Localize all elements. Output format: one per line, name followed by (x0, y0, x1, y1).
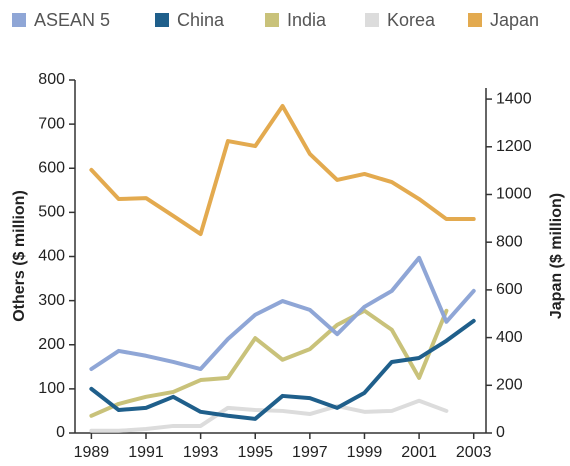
y2-tick-label: 0 (496, 424, 505, 441)
series-line (89, 103, 476, 237)
y-tick-label: 100 (38, 380, 65, 397)
y-axis-label: Others ($ million) (11, 190, 28, 322)
y-tick-label: 600 (38, 159, 65, 176)
y-tick-label: 800 (38, 71, 65, 88)
y-tick-label: 0 (56, 424, 65, 441)
y-tick-label: 400 (38, 248, 65, 265)
x-tick-label: 2001 (401, 444, 437, 461)
x-tick-label: 2003 (456, 444, 492, 461)
x-tick-label: 1999 (347, 444, 383, 461)
series-line (89, 255, 476, 372)
y2-tick-label: 800 (496, 233, 523, 250)
y2-tick-label: 400 (496, 329, 523, 346)
legend-swatch (468, 13, 482, 27)
y-tick-label: 500 (38, 204, 65, 221)
x-tick-label: 1989 (74, 444, 110, 461)
legend-label: ASEAN 5 (34, 10, 110, 30)
y2-tick-label: 200 (496, 377, 523, 394)
y-tick-label: 700 (38, 115, 65, 132)
x-tick-label: 1995 (237, 444, 273, 461)
x-tick-label: 1993 (183, 444, 219, 461)
series-line (89, 398, 449, 433)
y2-tick-label: 600 (496, 281, 523, 298)
legend-label: Korea (387, 10, 436, 30)
y2-axis-label: Japan ($ million) (548, 193, 565, 319)
series-line (89, 308, 449, 418)
legend-label: China (177, 10, 225, 30)
legend-swatch (365, 13, 379, 27)
y-tick-label: 300 (38, 292, 65, 309)
y2-tick-label: 1000 (496, 186, 532, 203)
legend-label: India (287, 10, 327, 30)
y2-tick-label: 1400 (496, 90, 532, 107)
series-line (89, 318, 476, 421)
legend-label: Japan (490, 10, 539, 30)
legend-swatch (12, 13, 26, 27)
x-tick-label: 1991 (128, 444, 164, 461)
legend-swatch (265, 13, 279, 27)
y2-tick-label: 1200 (496, 138, 532, 155)
y-tick-label: 200 (38, 336, 65, 353)
legend-swatch (155, 13, 169, 27)
x-tick-label: 1997 (292, 444, 328, 461)
